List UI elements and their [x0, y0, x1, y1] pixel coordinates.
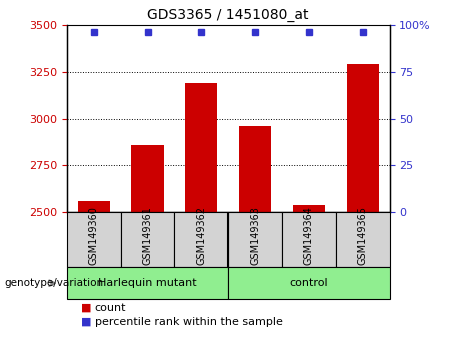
Text: GSM149362: GSM149362: [196, 206, 207, 264]
Bar: [228, 267, 390, 299]
Text: GSM149364: GSM149364: [304, 206, 314, 264]
Text: ■: ■: [81, 317, 91, 327]
Bar: [228, 212, 282, 267]
Text: Harlequin mutant: Harlequin mutant: [98, 278, 197, 288]
Bar: [347, 64, 379, 212]
Title: GDS3365 / 1451080_at: GDS3365 / 1451080_at: [148, 8, 309, 22]
Text: GSM149363: GSM149363: [250, 206, 260, 264]
Text: ■: ■: [81, 303, 91, 313]
Bar: [239, 126, 271, 212]
Text: count: count: [95, 303, 126, 313]
Text: genotype/variation: genotype/variation: [5, 278, 104, 288]
Bar: [174, 212, 228, 267]
Bar: [185, 83, 218, 212]
Bar: [67, 212, 121, 267]
Bar: [131, 145, 164, 212]
Bar: [77, 201, 110, 212]
Text: GSM149360: GSM149360: [89, 206, 99, 264]
Bar: [293, 205, 325, 212]
Text: GSM149361: GSM149361: [142, 206, 153, 264]
Bar: [121, 212, 174, 267]
Bar: [282, 212, 336, 267]
Bar: [67, 267, 228, 299]
Bar: [336, 212, 390, 267]
Text: percentile rank within the sample: percentile rank within the sample: [95, 317, 283, 327]
Text: GSM149365: GSM149365: [358, 206, 368, 264]
Text: control: control: [290, 278, 328, 288]
